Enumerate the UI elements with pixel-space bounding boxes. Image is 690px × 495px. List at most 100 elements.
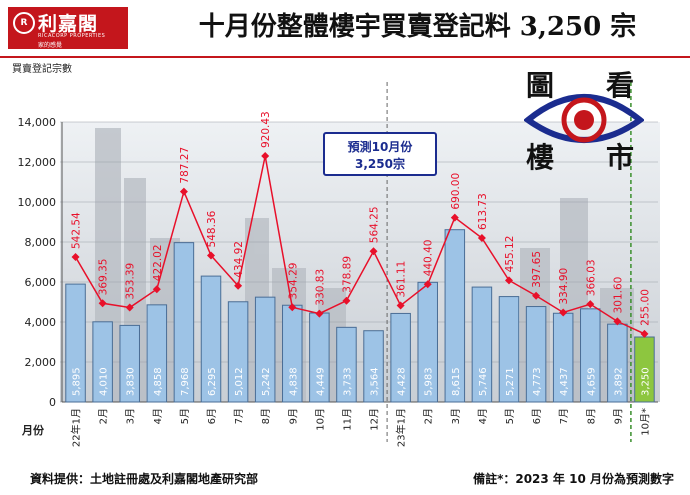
bar — [254, 296, 276, 403]
note-text: 備註*：2023 年 10 月份為預測數字 — [473, 472, 674, 486]
line-point — [234, 281, 243, 290]
line-value-label: 255.00 — [639, 289, 651, 326]
y-tick-label: 6,000 — [25, 276, 57, 289]
bar — [363, 330, 384, 403]
line-value-label: 422.02 — [152, 244, 164, 281]
logo-mark-icon: R — [13, 12, 35, 34]
footer: 資料提供：土地註冊處及利嘉閣地產研究部 備註*：2023 年 10 月份為預測數… — [0, 462, 690, 495]
bar-value-label: 4,773 — [532, 367, 543, 396]
forecast-line-1: 預測10月份 — [347, 140, 413, 154]
bar — [200, 275, 222, 403]
x-tick-label: 3月 — [450, 408, 462, 424]
ricacorp-logo: R 利嘉閣 RICACORP PROPERTIES 家的感覺 — [8, 7, 128, 49]
x-tick-label: 3月 — [125, 408, 137, 424]
line-value-label: 548.36 — [206, 210, 218, 247]
line-point — [315, 309, 324, 318]
y-tick-label: 4,000 — [25, 316, 57, 329]
bar-value-label: 3,564 — [370, 367, 381, 396]
x-tick-label: 10月* — [639, 408, 651, 436]
x-tick-label: 11月 — [341, 408, 353, 431]
bar-value-label: 3,830 — [126, 367, 137, 396]
line-point — [261, 151, 270, 160]
line-point — [450, 213, 459, 222]
line-point — [98, 299, 107, 308]
line-value-label: 378.89 — [341, 256, 353, 293]
line-point — [342, 296, 351, 305]
line-series — [74, 155, 645, 335]
header: R 利嘉閣 RICACORP PROPERTIES 家的感覺 十月份整體樓宇買賣… — [0, 0, 690, 58]
line-point — [559, 308, 568, 317]
bar-value-label: 5,746 — [478, 367, 489, 396]
y-tick-label: 8,000 — [25, 236, 57, 249]
bar-value-label: 4,838 — [288, 367, 299, 396]
seal-char-2: 看 — [606, 69, 635, 102]
x-tick-label: 22年1月 — [70, 408, 83, 447]
seal-char-1: 圖 — [526, 69, 555, 102]
seal-char-3: 樓 — [526, 141, 555, 174]
bar-value-label: 6,295 — [207, 367, 218, 396]
bar — [525, 306, 547, 403]
x-tick-label: 5月 — [179, 408, 191, 424]
line-point — [288, 303, 297, 312]
line-point — [396, 301, 405, 310]
bar-value-label: 7,968 — [180, 367, 191, 396]
bar — [119, 324, 140, 403]
y-tick-label: 2,000 — [25, 356, 57, 369]
seal-char-4: 市 — [606, 141, 635, 174]
line-value-label: 542.54 — [71, 212, 83, 249]
line-point — [207, 251, 215, 260]
line-value-label: 440.40 — [423, 240, 435, 277]
x-tick-label: 7月 — [233, 408, 245, 424]
bar-value-label: 3,892 — [613, 367, 624, 396]
line-value-label: 434.92 — [233, 241, 245, 278]
line-point — [586, 300, 595, 309]
x-tick-label: 12月 — [369, 408, 381, 431]
line-value-label: 353.39 — [125, 263, 137, 300]
logo-name: 利嘉閣 — [38, 13, 99, 35]
bar-value-label: 4,858 — [153, 367, 164, 396]
x-tick-label: 4月 — [152, 408, 164, 424]
bar — [173, 242, 195, 403]
x-tick-label: 7月 — [558, 408, 570, 424]
line-value-label: 564.25 — [369, 206, 381, 243]
line-value-label: 690.00 — [450, 173, 462, 210]
bar — [65, 283, 86, 403]
line-point — [477, 233, 486, 242]
line-point — [125, 303, 134, 312]
bar-value-label: 8,615 — [451, 367, 462, 396]
line-value-label: 613.73 — [477, 193, 489, 230]
line-point — [152, 285, 161, 294]
y-axis-label: 買賣登記宗數 — [12, 62, 72, 75]
line-point — [532, 291, 541, 300]
bar — [498, 296, 520, 403]
x-tick-label: 2月 — [423, 408, 435, 424]
y-tick-label: 0 — [49, 396, 56, 409]
y-tick-label: 14,000 — [18, 116, 57, 129]
bar-value-label: 4,449 — [315, 367, 326, 396]
bar — [92, 321, 113, 403]
line-point — [613, 317, 622, 326]
x-tick-label: 6月 — [531, 408, 543, 424]
line-value-label: 397.65 — [531, 251, 543, 288]
y-tick-label: 12,000 — [18, 156, 57, 169]
bar — [146, 304, 168, 403]
x-tick-label: 5月 — [504, 408, 516, 424]
line-value-label: 920.43 — [260, 111, 272, 148]
bar-value-label: 5,242 — [261, 367, 272, 396]
bar-value-label: 4,659 — [586, 367, 597, 396]
line-value-label: 334.90 — [558, 268, 570, 305]
bar-value-label: 4,428 — [397, 367, 408, 396]
bar-value-label: 5,895 — [72, 367, 83, 396]
brand-seal: 圖 看 樓 市 — [524, 64, 644, 174]
line-value-label: 354.29 — [287, 263, 299, 300]
line-value-label: 361.11 — [396, 261, 408, 298]
bar-value-label: 5,012 — [234, 367, 245, 396]
bar — [580, 308, 601, 403]
line-point — [179, 187, 188, 196]
line-value-label: 369.35 — [98, 259, 110, 296]
x-tick-label: 9月 — [612, 408, 624, 424]
x-tick-label: 8月 — [260, 408, 272, 424]
forecast-callout: 預測10月份 3,250宗 — [323, 132, 437, 176]
x-tick-label: 2月 — [98, 408, 110, 424]
